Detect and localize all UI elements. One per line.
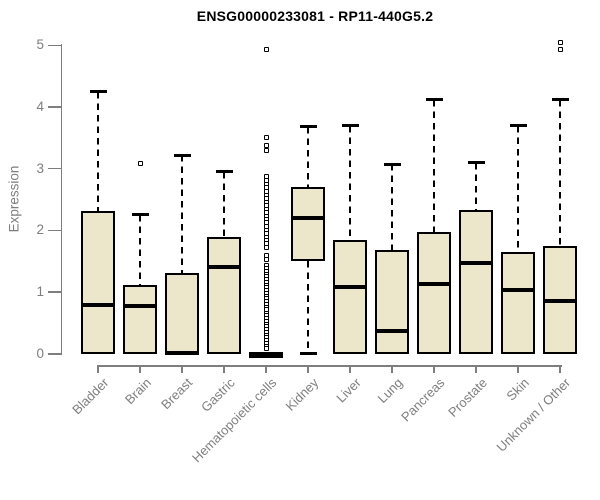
upper-whisker-line bbox=[348, 125, 352, 240]
median-line bbox=[417, 282, 451, 287]
median-line bbox=[207, 265, 241, 270]
x-tick-label: Lung bbox=[374, 375, 406, 407]
outlier-point bbox=[263, 147, 269, 153]
y-tick-label: 3 bbox=[36, 160, 44, 176]
upper-whisker-line bbox=[390, 164, 394, 250]
upper-whisker-line bbox=[516, 125, 520, 252]
upper-whisker-line bbox=[222, 171, 226, 237]
median-line bbox=[333, 284, 367, 289]
upper-whisker-line bbox=[474, 162, 478, 211]
outlier-point bbox=[263, 346, 269, 352]
median-line bbox=[81, 303, 115, 308]
box-bladder bbox=[81, 210, 115, 354]
y-tick bbox=[48, 229, 62, 232]
outlier-point bbox=[263, 47, 269, 53]
outlier-point bbox=[263, 244, 269, 250]
x-tick bbox=[349, 365, 351, 374]
x-axis-line bbox=[98, 365, 562, 367]
y-tick-label: 1 bbox=[36, 284, 44, 300]
x-tick-label: Gastric bbox=[197, 375, 238, 415]
x-tick bbox=[223, 365, 225, 374]
box-lung bbox=[375, 249, 409, 354]
median-line bbox=[123, 303, 157, 308]
upper-whisker-cap bbox=[173, 153, 191, 157]
x-tick bbox=[475, 365, 477, 374]
upper-whisker-cap bbox=[425, 98, 443, 102]
box-kidney bbox=[291, 186, 325, 261]
upper-whisker-line bbox=[432, 99, 436, 233]
x-tick bbox=[559, 365, 561, 374]
outlier-point bbox=[137, 161, 143, 167]
median-line bbox=[291, 216, 325, 221]
upper-whisker-line bbox=[96, 91, 100, 211]
outlier-point bbox=[557, 47, 563, 53]
outlier-point bbox=[263, 256, 269, 262]
x-tick-label: Liver bbox=[333, 375, 364, 406]
x-tick bbox=[433, 365, 435, 374]
y-tick bbox=[48, 291, 62, 293]
x-tick-label: Pancreas bbox=[398, 375, 448, 425]
x-tick bbox=[517, 365, 519, 374]
box-liver bbox=[333, 239, 367, 354]
median-line bbox=[459, 261, 493, 266]
y-tick bbox=[48, 106, 62, 108]
y-tick-label: 4 bbox=[36, 99, 44, 114]
box-gastric bbox=[207, 236, 241, 354]
x-tick-label: Kidney bbox=[282, 375, 322, 414]
x-tick-label: Breast bbox=[158, 375, 196, 413]
y-tick bbox=[48, 44, 62, 47]
y-tick bbox=[48, 167, 62, 170]
box-skin bbox=[501, 251, 535, 354]
box-prostate bbox=[459, 210, 493, 354]
upper-whisker-cap bbox=[89, 90, 107, 94]
y-axis-line bbox=[60, 44, 62, 356]
x-tick-label: Brain bbox=[121, 375, 154, 408]
lower-whisker-cap bbox=[299, 352, 317, 356]
chart-title: ENSG00000233081 - RP11-440G5.2 bbox=[196, 8, 434, 24]
x-tick bbox=[265, 365, 267, 374]
upper-whisker-line bbox=[558, 99, 562, 247]
y-tick-label: 0 bbox=[36, 345, 44, 361]
box-brain bbox=[123, 285, 157, 354]
upper-whisker-cap bbox=[215, 170, 233, 174]
outlier-point bbox=[263, 135, 269, 141]
x-tick bbox=[97, 365, 99, 374]
upper-whisker-line bbox=[138, 214, 142, 286]
y-tick-label: 5 bbox=[36, 37, 44, 53]
lower-whisker-line bbox=[306, 260, 310, 354]
outlier-point bbox=[557, 39, 563, 45]
x-tick bbox=[307, 365, 309, 374]
x-tick bbox=[181, 365, 183, 374]
box-breast bbox=[165, 272, 199, 354]
y-tick-label: 2 bbox=[36, 222, 44, 238]
median-line bbox=[165, 350, 199, 355]
upper-whisker-line bbox=[180, 155, 184, 273]
upper-whisker-line bbox=[306, 126, 310, 187]
upper-whisker-cap bbox=[131, 213, 149, 217]
x-tick bbox=[139, 365, 141, 374]
upper-whisker-cap bbox=[551, 98, 569, 102]
median-line bbox=[375, 328, 409, 333]
upper-whisker-cap bbox=[509, 124, 527, 127]
x-tick-label: Prostate bbox=[444, 375, 490, 421]
median-line bbox=[249, 351, 283, 356]
upper-whisker-cap bbox=[299, 125, 317, 129]
x-tick bbox=[391, 365, 393, 374]
x-tick-label: Unknown / Other bbox=[494, 375, 574, 455]
upper-whisker-cap bbox=[341, 124, 359, 127]
upper-whisker-cap bbox=[383, 162, 401, 166]
upper-whisker-cap bbox=[467, 161, 485, 165]
median-line bbox=[543, 299, 577, 304]
x-tick-label: Bladder bbox=[69, 375, 112, 418]
box-pancreas bbox=[417, 232, 451, 354]
median-line bbox=[501, 287, 535, 292]
x-tick-label: Skin bbox=[503, 375, 532, 404]
y-tick bbox=[48, 353, 62, 355]
